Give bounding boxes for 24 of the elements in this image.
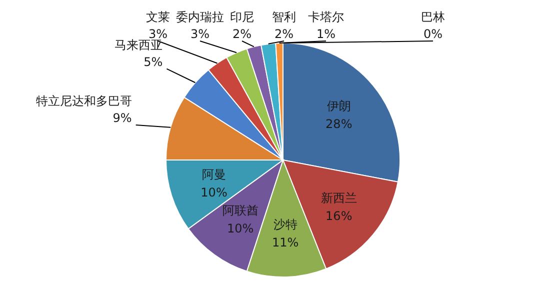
slice-label: 印尼 <box>230 10 254 24</box>
slice-label: 智利 <box>272 10 296 24</box>
data-label: 11% <box>272 236 299 250</box>
data-label: 2% <box>274 27 294 41</box>
slice-label: 卡塔尔 <box>308 10 344 24</box>
data-label: 10% <box>200 185 228 200</box>
category-label: 巴林 <box>421 10 445 24</box>
data-label: 16% <box>326 209 352 224</box>
data-label: 9% <box>112 110 132 125</box>
data-label: 5% <box>144 54 163 69</box>
data-label: 28% <box>326 116 352 131</box>
data-label: 3% <box>190 27 210 41</box>
slice-label: 委内瑞拉 <box>176 10 224 24</box>
data-label: 2% <box>232 27 252 41</box>
text: 0% <box>423 27 443 41</box>
slice-label: 沙特 <box>273 218 298 232</box>
slice-label: 伊朗 <box>326 98 351 113</box>
data-label: 1% <box>316 27 336 41</box>
slice-label: 阿曼 <box>202 167 226 182</box>
slice-label: 阿联酋 <box>222 204 258 218</box>
slice-label: 新西兰 <box>320 191 357 206</box>
slice-label: 特立尼达和多巴哥 <box>36 94 132 108</box>
slice-label: 文莱 <box>146 10 170 24</box>
data-label: 10% <box>227 222 254 236</box>
